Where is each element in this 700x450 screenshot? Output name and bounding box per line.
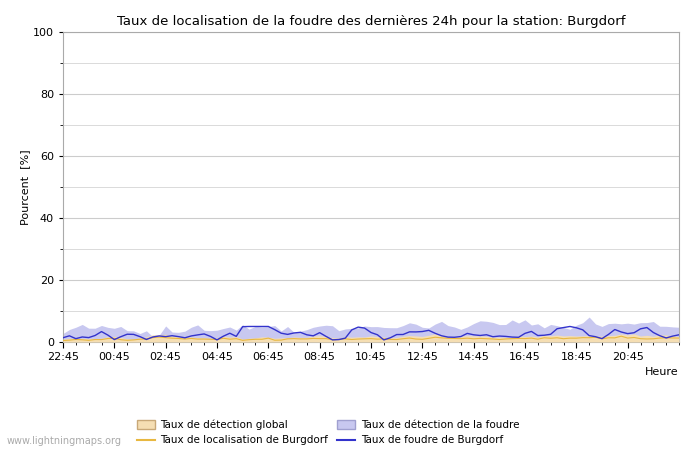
Text: Heure: Heure	[645, 367, 679, 377]
Y-axis label: Pourcent  [%]: Pourcent [%]	[20, 149, 30, 225]
Legend: Taux de détection global, Taux de localisation de Burgdorf, Taux de détection de: Taux de détection global, Taux de locali…	[136, 420, 519, 446]
Text: www.lightningmaps.org: www.lightningmaps.org	[7, 436, 122, 446]
Title: Taux de localisation de la foudre des dernières 24h pour la station: Burgdorf: Taux de localisation de la foudre des de…	[117, 14, 625, 27]
